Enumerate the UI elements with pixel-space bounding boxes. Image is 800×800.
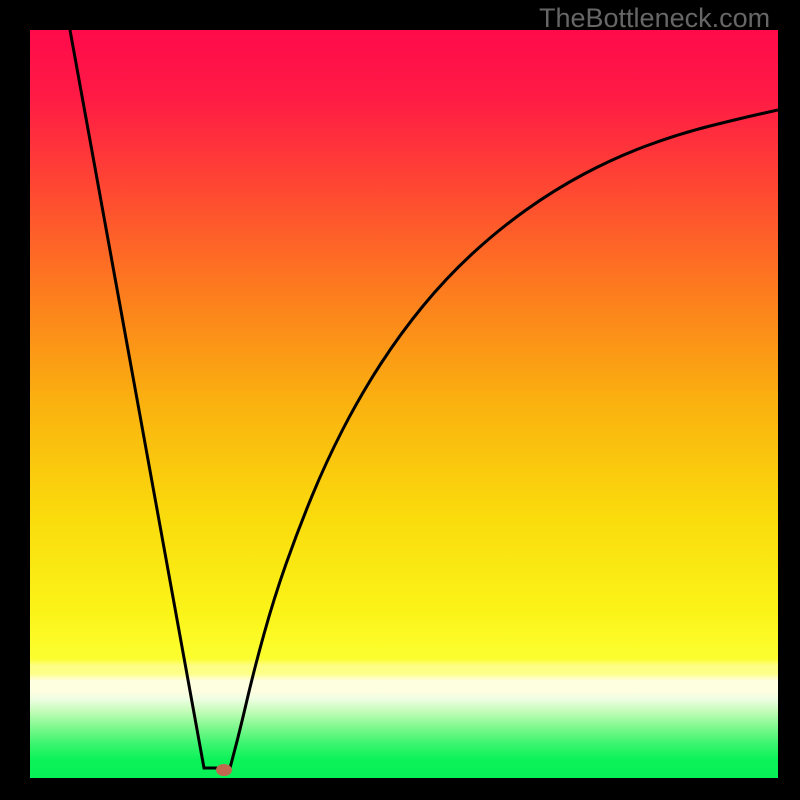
- chart-frame: TheBottleneck.com: [0, 0, 800, 800]
- minimum-marker: [216, 764, 232, 776]
- plot-area: [30, 30, 778, 778]
- v-curve-path: [70, 30, 778, 768]
- curve-svg: [30, 30, 778, 778]
